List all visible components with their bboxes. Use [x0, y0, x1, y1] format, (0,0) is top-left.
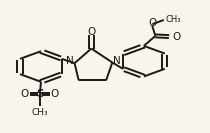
Text: N: N [113, 55, 121, 66]
Text: O: O [51, 89, 59, 99]
Text: N: N [66, 56, 74, 66]
Text: S: S [36, 89, 44, 99]
Text: O: O [148, 18, 156, 28]
Text: CH₃: CH₃ [32, 108, 48, 117]
Text: O: O [21, 89, 29, 99]
Text: O: O [172, 32, 180, 42]
Text: CH₃: CH₃ [165, 14, 181, 24]
Text: O: O [87, 27, 96, 37]
